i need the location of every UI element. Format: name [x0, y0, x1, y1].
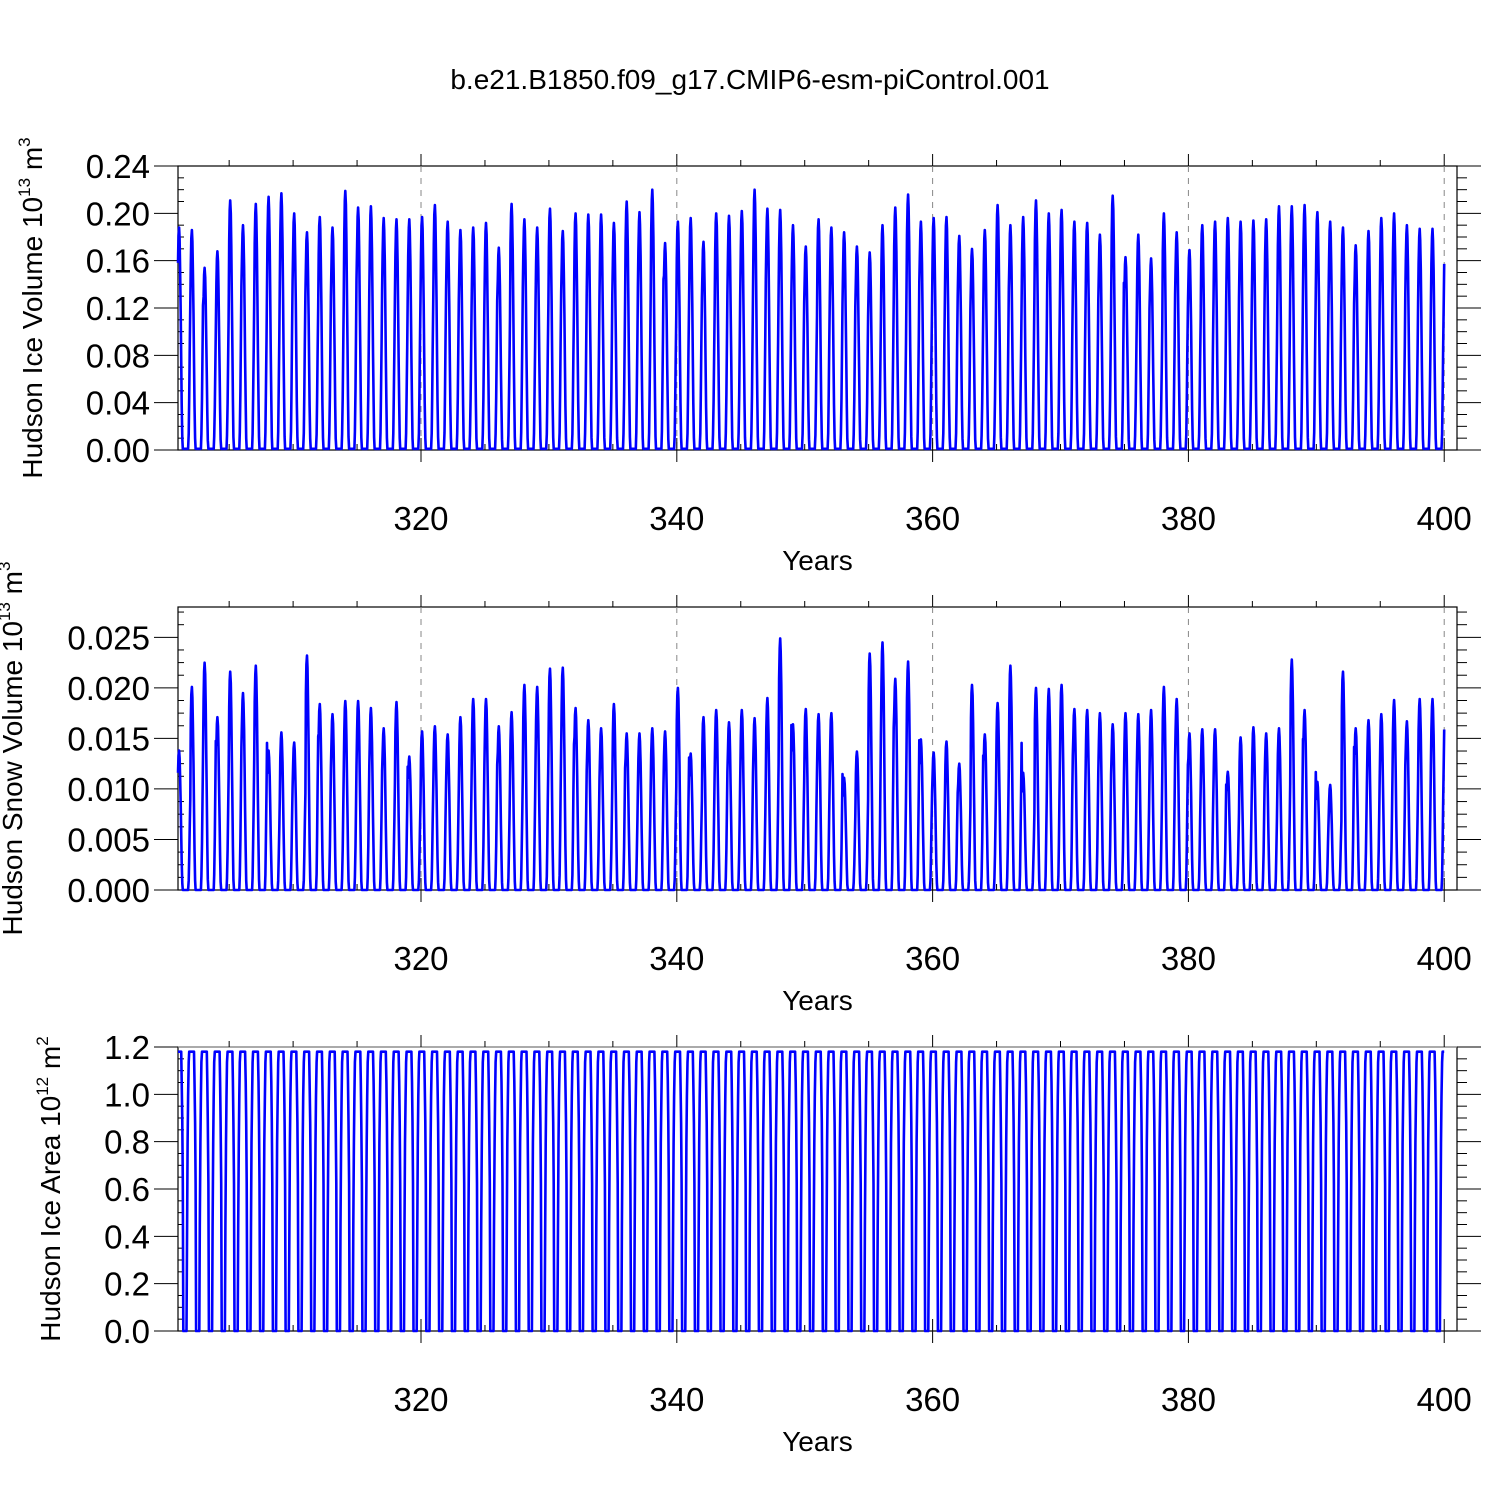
x-tick-label: 360	[905, 500, 960, 537]
x-tick-label: 340	[649, 1381, 704, 1418]
y-tick-label: 0.00	[86, 432, 150, 469]
y-tick-label: 0.005	[67, 821, 150, 858]
chart-panel-3: 320 340 360 380 400 0.0 0.2 0.4 0.6 0.8 1.0 1.2 Year…	[33, 1029, 1481, 1457]
y-tick-label: 1.0	[104, 1076, 150, 1113]
y-tick-label: 0.020	[67, 670, 150, 707]
y-axis-title: Hudson Ice Area 1012 m2	[33, 1036, 66, 1341]
y-tick-label: 0.20	[86, 195, 150, 232]
x-tick-label: 320	[393, 1381, 448, 1418]
page-title: b.e21.B1850.f09_g17.CMIP6-esm-piControl.…	[450, 64, 1050, 95]
y-tick-label: 0.000	[67, 872, 150, 909]
y-tick-label: 0.12	[86, 290, 150, 327]
x-tick-label: 380	[1161, 940, 1216, 977]
x-tick-label: 320	[393, 940, 448, 977]
x-tick-label: 340	[649, 500, 704, 537]
y-axis-title: Hudson Snow Volume 1013 m3	[0, 562, 28, 936]
y-tick-label: 0.04	[86, 385, 150, 422]
y-tick-label: 0.08	[86, 337, 150, 374]
y-tick-label: 0.2	[104, 1266, 150, 1303]
chart-panel-2: 320 340 360 380 400 0.000 0.005 0.010 0.015 0.020…	[0, 562, 1481, 1016]
x-tick-label: 400	[1417, 1381, 1472, 1418]
plot-frame	[177, 606, 1458, 891]
chart-panel-1: 320 340 360 380 400 0.00 0.04 0.08 0.12 0.16 0.20 0…	[15, 137, 1481, 576]
x-tick-label: 400	[1417, 500, 1472, 537]
x-tick-label: 360	[905, 1381, 960, 1418]
y-tick-label: 0.0	[104, 1313, 150, 1350]
y-tick-label: 0.24	[86, 148, 150, 185]
x-tick-label: 380	[1161, 500, 1216, 537]
y-tick-label: 0.025	[67, 619, 150, 656]
x-axis-title: Years	[782, 545, 853, 576]
plot-frame	[177, 1046, 1458, 1332]
y-tick-label: 0.8	[104, 1124, 150, 1161]
y-tick-label: 0.010	[67, 771, 150, 808]
x-axis-title: Years	[782, 1426, 853, 1457]
series-line	[177, 1050, 1445, 1333]
x-tick-label: 380	[1161, 1381, 1216, 1418]
x-tick-label: 320	[393, 500, 448, 537]
y-axis-title: Hudson Ice Volume 1013 m3	[15, 137, 48, 478]
y-tick-label: 0.16	[86, 243, 150, 280]
series-line	[176, 188, 1446, 451]
y-tick-label: 1.2	[104, 1029, 150, 1066]
y-tick-label: 0.6	[104, 1171, 150, 1208]
y-tick-label: 0.4	[104, 1218, 150, 1255]
x-tick-label: 360	[905, 940, 960, 977]
x-axis-title: Years	[782, 985, 853, 1016]
x-tick-label: 400	[1417, 940, 1472, 977]
series-line	[176, 637, 1446, 892]
y-tick-label: 0.015	[67, 720, 150, 757]
x-tick-label: 340	[649, 940, 704, 977]
